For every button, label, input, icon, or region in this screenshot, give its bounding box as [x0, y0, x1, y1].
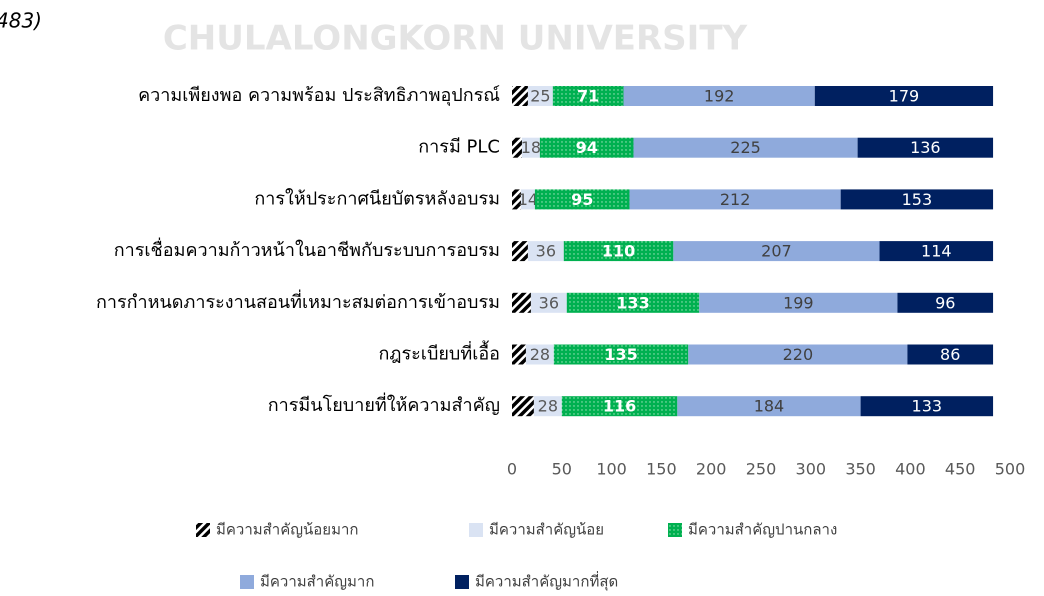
category-label: ความเพียงพอ ความพร้อม ประสิทธิภาพอุปกรณ์: [138, 85, 500, 106]
bar-segment: [633, 137, 858, 158]
category-label: การมีนโยบายที่ให้ความสำคัญ: [268, 392, 500, 416]
legend-label: มีความสำคัญมาก: [260, 573, 374, 591]
legend-swatch: [455, 575, 469, 589]
bar-segment: [512, 292, 531, 313]
category-label: การให้ประกาศนียบัตรหลังอบรม: [254, 187, 500, 209]
data-label: 199: [783, 293, 814, 312]
x-tick-label: 400: [895, 460, 926, 479]
legend-swatch: [196, 523, 210, 537]
data-label: 36: [536, 242, 556, 261]
data-label: 212: [720, 190, 751, 209]
data-label: 179: [889, 87, 920, 106]
bar-segment: [527, 241, 564, 262]
data-label: 220: [783, 345, 814, 364]
x-tick-label: 100: [596, 460, 627, 479]
bar-segment: [673, 241, 880, 262]
bar-segment: [553, 344, 689, 365]
bar-segment: [860, 396, 994, 417]
x-tick-label: 450: [945, 460, 976, 479]
data-label: 14: [518, 190, 538, 209]
bar-segment: [520, 189, 535, 210]
bar-segment: [512, 396, 534, 417]
x-tick-label: 500: [995, 460, 1026, 479]
x-tick-label: 250: [746, 460, 777, 479]
x-tick-label: 0: [507, 460, 517, 479]
bar-segment: [688, 344, 908, 365]
bar-segment: [677, 396, 861, 417]
bar-segment: [534, 189, 630, 210]
data-label: 110: [602, 242, 635, 261]
bar-segment: [525, 344, 554, 365]
data-label: 95: [571, 190, 593, 209]
bar-segment: [907, 344, 994, 365]
legend-swatch: [469, 523, 483, 537]
data-label: 184: [754, 397, 785, 416]
bar-segment: [527, 86, 553, 106]
legend-swatch: [240, 575, 254, 589]
x-tick-label: 50: [552, 460, 572, 479]
bar-segment: [539, 137, 634, 158]
x-tick-label: 350: [845, 460, 876, 479]
data-label: 36: [539, 293, 559, 312]
category-label: กฎระเบียบที่เอื้อ: [378, 341, 500, 365]
category-label: การมี PLC: [418, 137, 500, 158]
data-label: 192: [704, 87, 735, 106]
data-label: 207: [761, 242, 792, 261]
data-label: 225: [730, 138, 761, 157]
data-label: 86: [940, 345, 960, 364]
legend-swatch: [668, 523, 682, 537]
data-label: 96: [935, 293, 955, 312]
bar-segment: [561, 396, 678, 417]
bar-segment: [566, 292, 700, 313]
bar-segment: [512, 137, 522, 158]
data-label: 153: [902, 190, 933, 209]
category-label: การเชื่อมความก้าวหน้าในอาชีพกับระบบการอบ…: [114, 237, 500, 261]
header-fragment: 483): [0, 9, 42, 33]
bar-segment: [512, 189, 521, 210]
data-label: 114: [921, 242, 952, 261]
data-label: 94: [576, 138, 598, 157]
bar-segment: [699, 292, 898, 313]
data-label: 25: [530, 87, 550, 106]
data-label: 28: [530, 345, 550, 364]
bar-segment: [879, 241, 994, 262]
data-label: 135: [604, 345, 637, 364]
data-label: 133: [616, 293, 649, 312]
data-label: 71: [577, 87, 599, 106]
category-label: การกำหนดภาระงานสอนที่เหมาะสมต่อการเข้าอบ…: [96, 289, 500, 313]
legend-label: มีความสำคัญปานกลาง: [688, 521, 837, 539]
bar-segment: [552, 86, 624, 106]
bar-segment: [897, 292, 994, 313]
bar-segment: [563, 241, 674, 262]
data-label: 116: [603, 397, 636, 416]
bar-segment: [629, 189, 841, 210]
x-tick-label: 150: [646, 460, 677, 479]
legend-label: มีความสำคัญมากที่สุด: [475, 571, 618, 592]
bar-segment: [512, 86, 528, 106]
bar-segment: [512, 241, 528, 262]
data-label: 28: [538, 397, 558, 416]
legend-label: มีความสำคัญน้อยมาก: [216, 521, 359, 539]
data-label: 133: [912, 397, 943, 416]
bar-segment: [530, 292, 567, 313]
bar-segment: [814, 86, 994, 106]
x-tick-label: 300: [796, 460, 827, 479]
bar-segment: [521, 137, 540, 158]
data-label: 136: [910, 138, 941, 157]
watermark: CHULALONGKORN UNIVERSITY: [163, 19, 748, 59]
bar-segment: [533, 396, 562, 417]
bar-segment: [857, 137, 994, 158]
bar-segment: [623, 86, 815, 106]
legend-label: มีความสำคัญน้อย: [489, 521, 604, 539]
bar-segment: [512, 344, 526, 365]
x-tick-label: 200: [696, 460, 727, 479]
data-label: 18: [521, 138, 541, 157]
bar-segment: [840, 189, 994, 210]
